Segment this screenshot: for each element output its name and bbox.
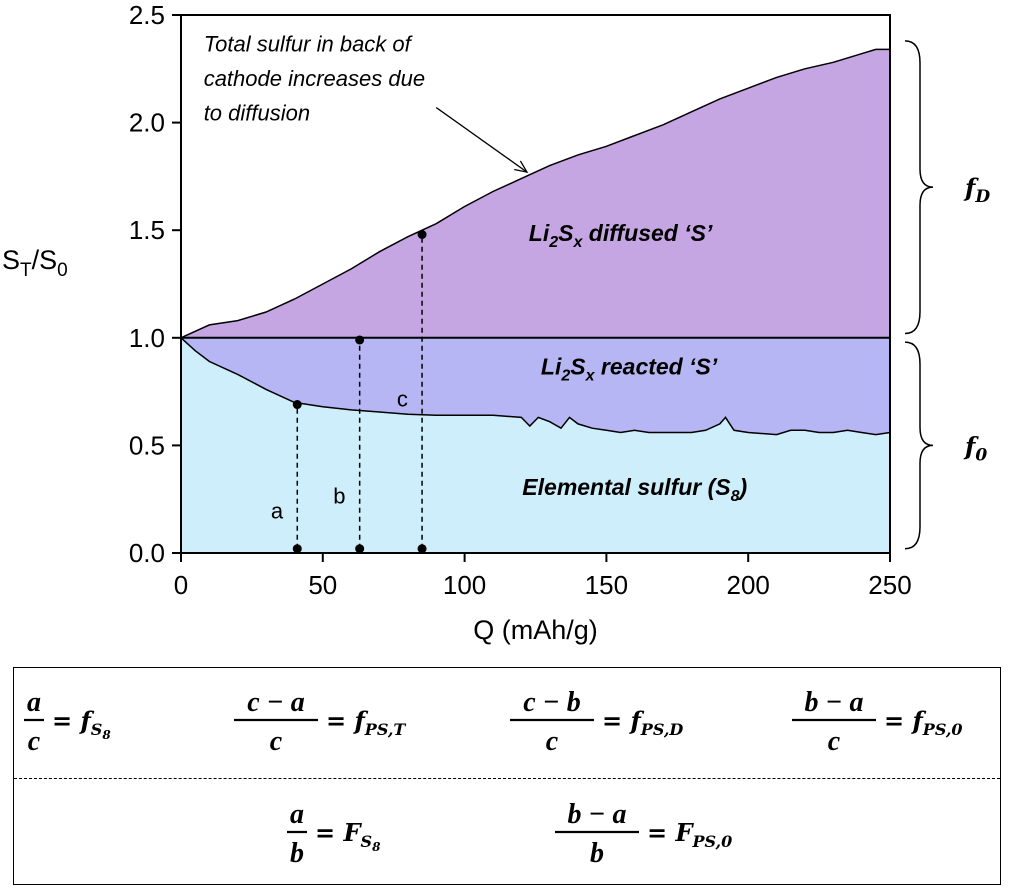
region-label-2: Li2Sx reacted ‘S’ xyxy=(541,353,718,384)
region-label-1: Li2Sx diffused ‘S’ xyxy=(529,220,713,251)
formula-row2-2-numerator: b − a xyxy=(568,799,627,830)
brace-fD xyxy=(904,40,934,335)
formula-box: a c = fS8 c − a c = fPS,T c − b c = fPS,D b − a c =… xyxy=(13,667,1001,885)
brace-f0 xyxy=(904,341,934,550)
marker-label-b: b xyxy=(333,484,345,509)
axis-ticks: 0 50 100 150 200 250 0.0 0.5 1.0 1.5 2.0 2.5 xyxy=(129,0,912,600)
marker-lines: a b c xyxy=(271,230,427,554)
formula-row1-1-denominator: c xyxy=(28,726,41,757)
diffusion-annotation: Total sulfur in back of cathode increases… xyxy=(204,32,529,174)
formula-row1-2: c − a c = fPS,T xyxy=(234,687,406,757)
area-elemental-sulfur xyxy=(181,337,890,553)
x-tick-label: 50 xyxy=(308,570,337,600)
marker-dot-c-top xyxy=(417,230,427,240)
y-tick-label: 1.0 xyxy=(129,323,165,353)
y-tick-label: 2.5 xyxy=(129,0,165,30)
formula-divider xyxy=(14,778,1000,779)
x-tick-label: 0 xyxy=(174,570,188,600)
formula-row2-1-numerator: a xyxy=(290,799,304,830)
plot-frame xyxy=(180,14,891,554)
formula-row1-3: c − b c = fPS,D xyxy=(510,687,683,757)
brace-label-f0: f0 xyxy=(963,431,987,465)
formula-row1-3-denominator: c xyxy=(546,726,559,757)
formula-row2-1: ab = FS8 xyxy=(287,799,381,869)
x-tick-label: 100 xyxy=(443,570,486,600)
marker-label-a: a xyxy=(271,499,284,524)
y-tick-label: 1.5 xyxy=(129,215,165,245)
annotation-arrow-line xyxy=(435,107,528,173)
formula-row1-1-numerator: a xyxy=(27,687,41,718)
formula-row1-4: b − a c = fPS,0 xyxy=(792,687,963,757)
brace-label-fD: fD xyxy=(963,173,990,207)
formula-row2-2-denominator: b xyxy=(590,838,604,869)
formula-row1-4-denominator: c xyxy=(828,726,841,757)
marker-label-c: c xyxy=(397,387,408,412)
y-axis-label: ST/S0 xyxy=(2,245,68,281)
x-axis-label: Q (mAh/g) xyxy=(473,615,598,645)
x-tick-label: 150 xyxy=(585,570,628,600)
annotation-arrow-head xyxy=(514,160,529,174)
formula-row1-2-numerator: c − a xyxy=(247,687,304,718)
formula-row2-2: b − a b = FPS,0 xyxy=(555,799,732,869)
y-tick-label: 0.0 xyxy=(129,538,165,568)
formula-row1-3-numerator: c − b xyxy=(523,687,580,718)
fraction-braces: fD f0 xyxy=(904,40,990,550)
y-tick-label: 0.5 xyxy=(129,430,165,460)
formula-row1-3-rhs: = fPS,D xyxy=(602,706,683,739)
area-fills xyxy=(180,48,891,553)
formula-row1-1: ac = fS8 xyxy=(24,687,111,757)
formula-row1-4-rhs: = fPS,0 xyxy=(884,706,963,739)
area-diffused-sulfur xyxy=(181,49,890,338)
formula-row2-1-rhs: = FS8 xyxy=(315,818,381,854)
formula-row1-2-denominator: c xyxy=(270,726,283,757)
marker-dot-a-bottom xyxy=(292,544,302,554)
region-labels: Li2Sx diffused ‘S’ Li2Sx reacted ‘S’ Eleme… xyxy=(522,220,747,505)
x-tick-label: 200 xyxy=(727,570,770,600)
region-label-3: Elemental sulfur (S8) xyxy=(522,474,747,505)
marker-dot-a-top xyxy=(292,400,302,410)
formula-row1-2-rhs: = fPS,T xyxy=(326,706,406,739)
line-elemental-sulfur xyxy=(180,337,891,436)
formula-row2-1-denominator: b xyxy=(290,838,304,869)
annotation-line-3: to diffusion xyxy=(204,100,310,125)
annotation-line-2: cathode increases due xyxy=(204,66,425,91)
marker-dot-c-bottom xyxy=(417,544,427,554)
formula-row2-2-rhs: = FPS,0 xyxy=(647,818,732,851)
y-tick-label: 2.0 xyxy=(129,108,165,138)
x-tick-label: 250 xyxy=(868,570,911,600)
formula-row1-4-numerator: b − a xyxy=(805,687,864,718)
sulfur-fraction-chart: a b c 0 50 100 150 200 250 0.0 0.5 1.0 1.5 2.0 2.5 Li… xyxy=(2,0,990,645)
annotation-line-1: Total sulfur in back of xyxy=(204,32,414,57)
marker-dot-b-top xyxy=(355,335,365,345)
line-total-sulfur xyxy=(180,48,890,339)
formula-row1-1-rhs: = fS8 xyxy=(52,706,111,742)
marker-dot-b-bottom xyxy=(355,544,365,554)
